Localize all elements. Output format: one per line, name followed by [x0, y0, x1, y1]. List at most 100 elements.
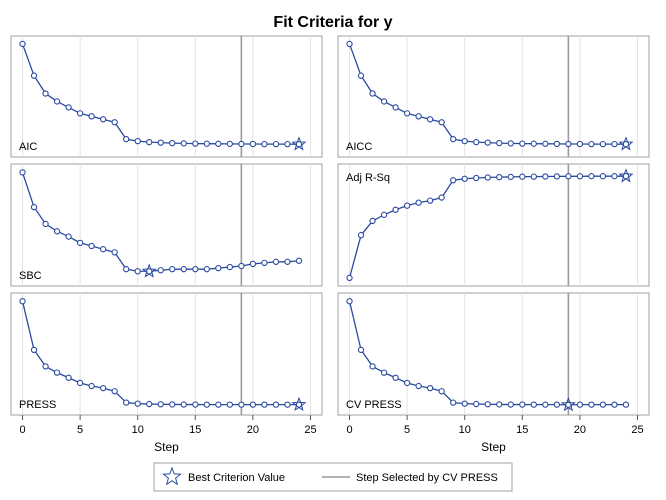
data-point: [65, 374, 72, 381]
data-point: [553, 401, 561, 408]
data-point: [507, 140, 514, 147]
panel-label: SBC: [19, 270, 42, 282]
data-point: [484, 174, 491, 181]
data-point: [507, 401, 514, 408]
data-point: [553, 140, 561, 148]
data-point: [392, 374, 399, 381]
data-point: [99, 116, 107, 123]
data-point: [438, 194, 445, 201]
data-point: [53, 228, 61, 235]
panel-aic: AIC: [10, 35, 323, 158]
data-point: [530, 401, 537, 408]
data-point: [438, 119, 445, 126]
x-tick-label: 15: [189, 424, 201, 436]
data-point: [542, 173, 549, 180]
best-criterion-star: [618, 136, 634, 151]
data-point: [369, 90, 376, 97]
data-point: [65, 233, 72, 240]
x-axis-right: 0 5 10 15 20 25 Step: [346, 415, 644, 454]
panel-label: AIC: [19, 141, 37, 153]
x-tick-label: 0: [346, 424, 352, 436]
data-point: [157, 401, 164, 408]
data-point: [203, 401, 210, 408]
data-point: [226, 140, 234, 148]
data-point: [530, 140, 537, 147]
data-point: [146, 400, 153, 408]
data-point: [272, 258, 280, 265]
data-point: [599, 140, 607, 148]
data-point: [403, 202, 411, 209]
data-point: [157, 139, 164, 146]
data-point: [53, 98, 61, 105]
panel-sbc: SBC: [10, 163, 323, 287]
data-point: [426, 197, 434, 204]
data-point: [203, 266, 210, 273]
data-point: [111, 249, 118, 256]
data-point: [461, 137, 468, 145]
panel-aicc: AICC: [337, 35, 650, 158]
data-point: [123, 135, 130, 143]
x-tick-label: 20: [247, 424, 259, 436]
data-point: [415, 382, 422, 390]
data-point: [403, 379, 411, 387]
data-point: [369, 363, 376, 370]
data-point: [30, 346, 38, 354]
data-point: [588, 173, 595, 180]
data-point: [272, 140, 280, 148]
data-point: [519, 140, 526, 147]
data-point: [238, 140, 245, 148]
data-point: [576, 140, 584, 148]
panel-frame: [337, 35, 650, 158]
data-point: [530, 173, 537, 180]
data-point: [284, 140, 291, 148]
best-criterion-star: [618, 168, 634, 183]
data-point: [415, 199, 422, 206]
data-point: [76, 379, 84, 387]
data-point: [99, 246, 107, 253]
data-point: [426, 116, 434, 123]
data-point: [53, 369, 61, 376]
panel-cv-press: CV PRESS: [337, 292, 650, 416]
data-point: [357, 346, 365, 354]
data-point: [496, 173, 503, 181]
data-point: [111, 119, 118, 126]
data-point: [88, 113, 95, 120]
data-point: [519, 401, 526, 408]
data-point: [484, 401, 491, 408]
data-point: [346, 274, 353, 282]
panel-label: AICC: [346, 141, 372, 153]
data-point: [261, 140, 268, 148]
x-tick-label: 25: [304, 424, 316, 436]
chart-title: Fit Criteria for y: [273, 14, 392, 31]
data-point: [111, 388, 118, 395]
data-point: [169, 401, 176, 408]
panel-frame: [337, 292, 650, 416]
data-point: [611, 401, 618, 408]
panel-label: CV PRESS: [346, 399, 402, 411]
data-point: [134, 137, 141, 145]
data-point: [576, 401, 584, 408]
data-point: [588, 401, 595, 408]
data-point: [461, 175, 468, 182]
data-point: [553, 173, 561, 180]
data-point: [461, 400, 468, 407]
data-point: [392, 206, 399, 213]
data-point: [123, 266, 130, 273]
data-point: [261, 401, 268, 408]
data-point: [192, 401, 199, 408]
panel-frame: [10, 163, 323, 287]
data-point: [450, 177, 457, 184]
data-point: [146, 138, 153, 146]
data-point: [380, 369, 388, 376]
data-point: [346, 40, 353, 48]
data-point: [438, 388, 445, 395]
data-point: [450, 135, 457, 143]
best-criterion-star: [141, 263, 157, 278]
data-point: [99, 384, 107, 392]
best-criterion-star: [291, 396, 307, 412]
data-point: [357, 232, 365, 239]
data-point: [519, 173, 526, 180]
legend-entry-best-criterion: Best Criterion Value: [188, 472, 285, 484]
data-point: [88, 242, 95, 250]
x-axis-label: Step: [154, 440, 179, 454]
